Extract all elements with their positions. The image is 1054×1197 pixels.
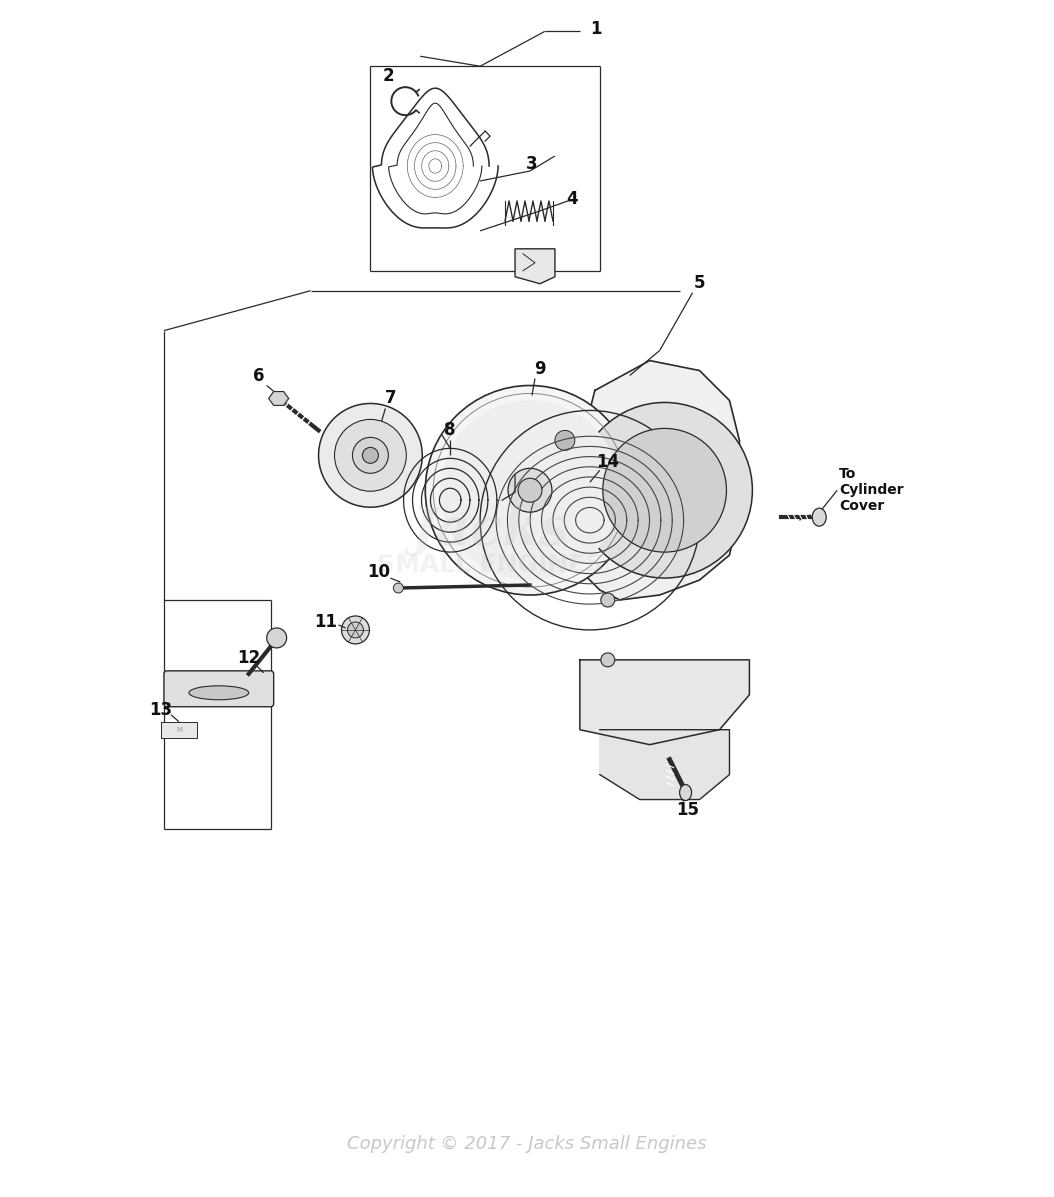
Text: To
Cylinder
Cover: To Cylinder Cover [839,467,903,514]
Circle shape [363,448,378,463]
Circle shape [341,616,369,644]
Circle shape [267,628,287,648]
Polygon shape [600,730,729,800]
Text: 9: 9 [534,359,546,377]
Circle shape [352,437,388,473]
Text: 6: 6 [253,366,265,384]
Circle shape [441,401,620,581]
Ellipse shape [189,686,249,700]
Text: 1: 1 [590,20,602,38]
Text: 15: 15 [676,801,699,819]
Polygon shape [515,249,554,284]
Text: 4: 4 [566,190,578,208]
Polygon shape [580,360,740,600]
Polygon shape [269,391,289,406]
Text: 13: 13 [150,700,173,718]
Circle shape [393,583,404,593]
Circle shape [603,429,726,552]
Text: SMALL ENGINES: SMALL ENGINES [377,553,603,577]
Text: 2: 2 [383,67,394,85]
Circle shape [601,652,614,667]
Text: 10: 10 [367,563,390,581]
Text: 11: 11 [314,613,337,631]
Circle shape [334,419,407,491]
Text: 5: 5 [694,274,705,292]
Circle shape [601,593,614,607]
Text: 8: 8 [445,421,456,439]
Text: 12: 12 [237,649,260,667]
Circle shape [577,402,753,578]
Circle shape [425,385,635,595]
FancyBboxPatch shape [161,722,197,737]
Circle shape [318,403,423,508]
Text: 14: 14 [597,454,620,472]
Ellipse shape [680,784,691,801]
Circle shape [348,622,364,638]
Text: Jacks: Jacks [411,505,569,555]
Circle shape [554,431,574,450]
FancyBboxPatch shape [164,670,274,706]
Text: 7: 7 [385,389,396,407]
Polygon shape [580,660,749,745]
Circle shape [518,479,542,503]
Text: M: M [176,727,182,733]
Ellipse shape [813,509,826,527]
Text: Copyright © 2017 - Jacks Small Engines: Copyright © 2017 - Jacks Small Engines [347,1135,707,1153]
Text: 3: 3 [526,154,538,174]
Circle shape [508,468,552,512]
